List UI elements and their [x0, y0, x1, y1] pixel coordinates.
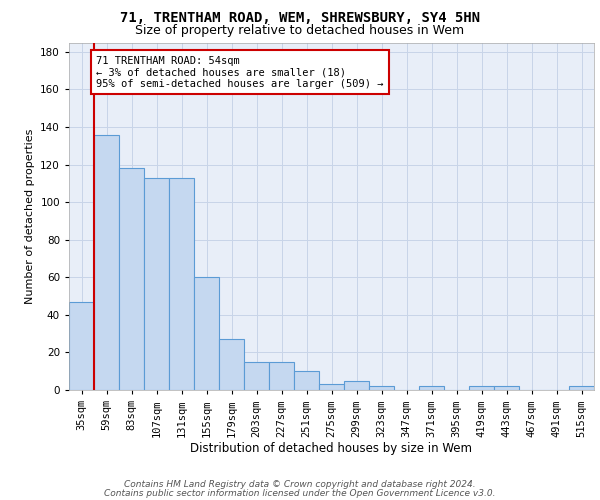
Bar	[144, 178, 169, 390]
Bar	[119, 168, 144, 390]
Bar	[569, 386, 594, 390]
Text: 71 TRENTHAM ROAD: 54sqm
← 3% of detached houses are smaller (18)
95% of semi-det: 71 TRENTHAM ROAD: 54sqm ← 3% of detached…	[97, 56, 384, 89]
Bar	[169, 178, 194, 390]
Text: Contains public sector information licensed under the Open Government Licence v3: Contains public sector information licen…	[104, 488, 496, 498]
Bar	[419, 386, 444, 390]
Bar	[469, 386, 494, 390]
Bar	[494, 386, 519, 390]
Y-axis label: Number of detached properties: Number of detached properties	[25, 128, 35, 304]
Bar	[69, 302, 94, 390]
Bar	[244, 362, 269, 390]
Bar	[94, 134, 119, 390]
Text: 71, TRENTHAM ROAD, WEM, SHREWSBURY, SY4 5HN: 71, TRENTHAM ROAD, WEM, SHREWSBURY, SY4 …	[120, 11, 480, 25]
Bar	[294, 371, 319, 390]
Bar	[194, 278, 219, 390]
Bar	[369, 386, 394, 390]
Bar	[269, 362, 294, 390]
X-axis label: Distribution of detached houses by size in Wem: Distribution of detached houses by size …	[191, 442, 473, 455]
Bar	[319, 384, 344, 390]
Bar	[344, 380, 369, 390]
Text: Size of property relative to detached houses in Wem: Size of property relative to detached ho…	[136, 24, 464, 37]
Text: Contains HM Land Registry data © Crown copyright and database right 2024.: Contains HM Land Registry data © Crown c…	[124, 480, 476, 489]
Bar	[219, 340, 244, 390]
